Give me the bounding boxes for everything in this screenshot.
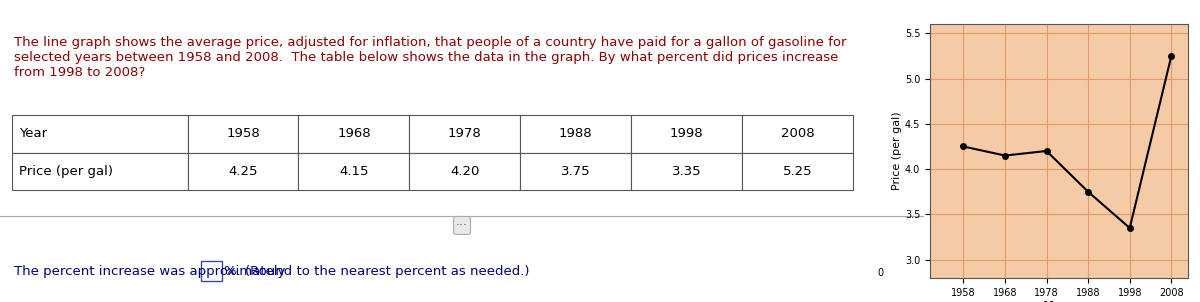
Bar [409, 153, 521, 190]
Text: Year: Year [19, 127, 48, 140]
Bar [631, 153, 742, 190]
Text: 4.15: 4.15 [340, 165, 368, 178]
Text: 4.25: 4.25 [228, 165, 258, 178]
Bar [742, 115, 853, 153]
Y-axis label: Price (per gal): Price (per gal) [892, 112, 902, 190]
Text: %. (Round to the nearest percent as needed.): %. (Round to the nearest percent as need… [224, 265, 530, 278]
Text: 1958: 1958 [226, 127, 260, 140]
Text: 1978: 1978 [448, 127, 481, 140]
Bar [202, 261, 222, 281]
Text: 1998: 1998 [670, 127, 703, 140]
Text: The line graph shows the average price, adjusted for inflation, that people of a: The line graph shows the average price, … [14, 36, 846, 79]
Bar [299, 115, 409, 153]
Text: Price (per gal): Price (per gal) [19, 165, 114, 178]
X-axis label: Year: Year [1044, 300, 1074, 302]
Text: 1968: 1968 [337, 127, 371, 140]
Bar [742, 153, 853, 190]
Bar [12, 115, 187, 153]
Bar [409, 115, 521, 153]
Text: 1988: 1988 [559, 127, 593, 140]
Text: 3.35: 3.35 [672, 165, 701, 178]
Bar [187, 115, 299, 153]
Text: ···: ··· [456, 219, 468, 232]
Bar [187, 153, 299, 190]
Bar [521, 115, 631, 153]
Bar [12, 153, 187, 190]
Text: 2008: 2008 [780, 127, 815, 140]
Bar [631, 115, 742, 153]
Text: 4.20: 4.20 [450, 165, 480, 178]
Text: The percent increase was approximately: The percent increase was approximately [14, 265, 289, 278]
Bar [299, 153, 409, 190]
Text: 0: 0 [877, 268, 883, 278]
Text: 5.25: 5.25 [782, 165, 812, 178]
Text: 3.75: 3.75 [560, 165, 590, 178]
Bar [521, 153, 631, 190]
